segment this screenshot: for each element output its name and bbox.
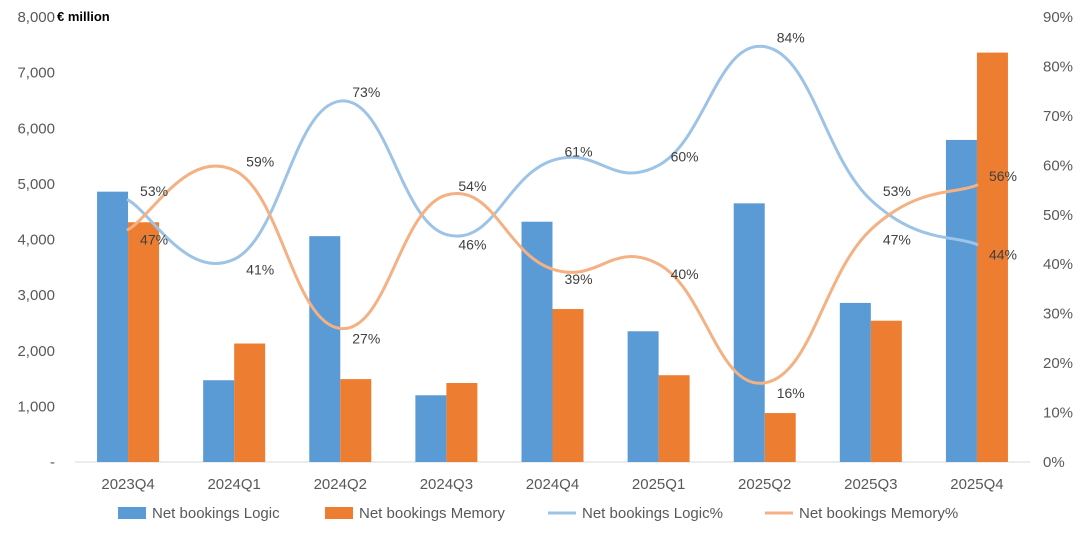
bar-memory — [658, 375, 690, 462]
line-logic-pct — [126, 45, 979, 265]
bar-memory — [234, 343, 266, 462]
x-tick-label: 2025Q3 — [844, 476, 897, 493]
x-axis: 2023Q4 2024Q1 2024Q2 2024Q3 2024Q4 2025Q1 2025… — [101, 476, 1003, 493]
x-tick-label: 2024Q4 — [526, 476, 579, 493]
bar-memory — [446, 383, 478, 462]
x-tick-label: 2025Q2 — [738, 476, 791, 493]
data-label-memory-pct: 54% — [458, 178, 486, 194]
legend-entry: Net bookings Logic% — [582, 505, 723, 522]
right-tick-label: 30% — [1043, 306, 1073, 323]
data-label-memory-pct: 47% — [140, 232, 168, 248]
data-label-memory-pct: 40% — [671, 266, 699, 282]
data-label-logic-pct: 84% — [777, 30, 805, 46]
right-tick-label: 80% — [1043, 58, 1073, 75]
bar-logic — [627, 331, 659, 462]
data-label-logic-pct: 53% — [140, 183, 168, 199]
left-tick-label: 1,000 — [17, 398, 55, 415]
legend: Net bookings Logic Net bookings Memory Net… — [118, 505, 958, 522]
left-tick-label: 6,000 — [17, 120, 55, 137]
right-axis: 0% 10% 20% 30% 40% 50% 60% 70% 80% 90% — [1043, 9, 1073, 471]
bar-logic — [203, 380, 235, 462]
data-label-logic-pct: 73% — [352, 84, 380, 100]
bars — [97, 52, 1008, 462]
data-label-logic-pct: 53% — [883, 183, 911, 199]
legend-entry: Net bookings Memory% — [799, 505, 958, 522]
data-label-memory-pct: 59% — [246, 153, 274, 169]
legend-entry: Net bookings Logic — [152, 505, 280, 522]
bar-logic — [839, 302, 871, 462]
legend-entry: Net bookings Memory — [359, 505, 505, 522]
legend-swatch — [325, 507, 353, 519]
right-tick-label: 60% — [1043, 157, 1073, 174]
data-label-logic-pct: 60% — [671, 148, 699, 164]
bar-logic — [521, 221, 553, 462]
left-tick-label: - — [50, 454, 55, 471]
bar-logic — [415, 395, 447, 462]
lines: 53% 41% 73% 46% 61% 60% 84% 53% 44% 47% 59% 27% 54% 3… — [126, 30, 1017, 401]
data-label-logic-pct: 44% — [989, 246, 1017, 262]
left-tick-label: 7,000 — [17, 65, 55, 82]
x-tick-label: 2025Q4 — [950, 476, 1003, 493]
bar-memory — [128, 222, 160, 462]
data-label-memory-pct: 16% — [777, 385, 805, 401]
left-tick-label: 8,000 — [17, 9, 55, 26]
x-tick-label: 2024Q1 — [207, 476, 260, 493]
x-tick-label: 2025Q1 — [632, 476, 685, 493]
right-tick-label: 10% — [1043, 405, 1073, 422]
left-tick-label: 4,000 — [17, 232, 55, 249]
data-label-logic-pct: 61% — [565, 143, 593, 159]
right-tick-label: 0% — [1043, 454, 1065, 471]
left-axis: - 1,000 2,000 3,000 4,000 5,000 6,000 7,000 8,00… — [17, 9, 55, 471]
bar-memory — [552, 309, 584, 462]
bar-logic — [309, 236, 341, 462]
bar-memory — [976, 52, 1008, 462]
data-label-memory-pct: 39% — [565, 271, 593, 287]
legend-swatch — [118, 507, 146, 519]
data-label-logic-pct: 46% — [458, 237, 486, 253]
y-unit-label: € million — [57, 9, 110, 24]
data-label-memory-pct: 27% — [352, 331, 380, 347]
right-tick-label: 50% — [1043, 207, 1073, 224]
bar-logic — [97, 191, 129, 462]
data-label-memory-pct: 47% — [883, 232, 911, 248]
right-tick-label: 20% — [1043, 355, 1073, 372]
x-tick-label: 2024Q3 — [420, 476, 473, 493]
bar-logic — [945, 139, 977, 462]
bar-logic — [733, 203, 765, 462]
x-tick-label: 2023Q4 — [101, 476, 154, 493]
right-tick-label: 90% — [1043, 9, 1073, 26]
left-tick-label: 5,000 — [17, 176, 55, 193]
line-memory-pct — [126, 164, 979, 385]
bar-memory — [870, 320, 902, 462]
data-label-memory-pct: 56% — [989, 168, 1017, 184]
right-tick-label: 40% — [1043, 256, 1073, 273]
left-tick-label: 2,000 — [17, 343, 55, 360]
right-tick-label: 70% — [1043, 108, 1073, 125]
bar-memory — [340, 379, 372, 462]
bar-memory — [764, 413, 796, 462]
left-tick-label: 3,000 — [17, 287, 55, 304]
data-label-logic-pct: 41% — [246, 261, 274, 277]
x-tick-label: 2024Q2 — [314, 476, 367, 493]
